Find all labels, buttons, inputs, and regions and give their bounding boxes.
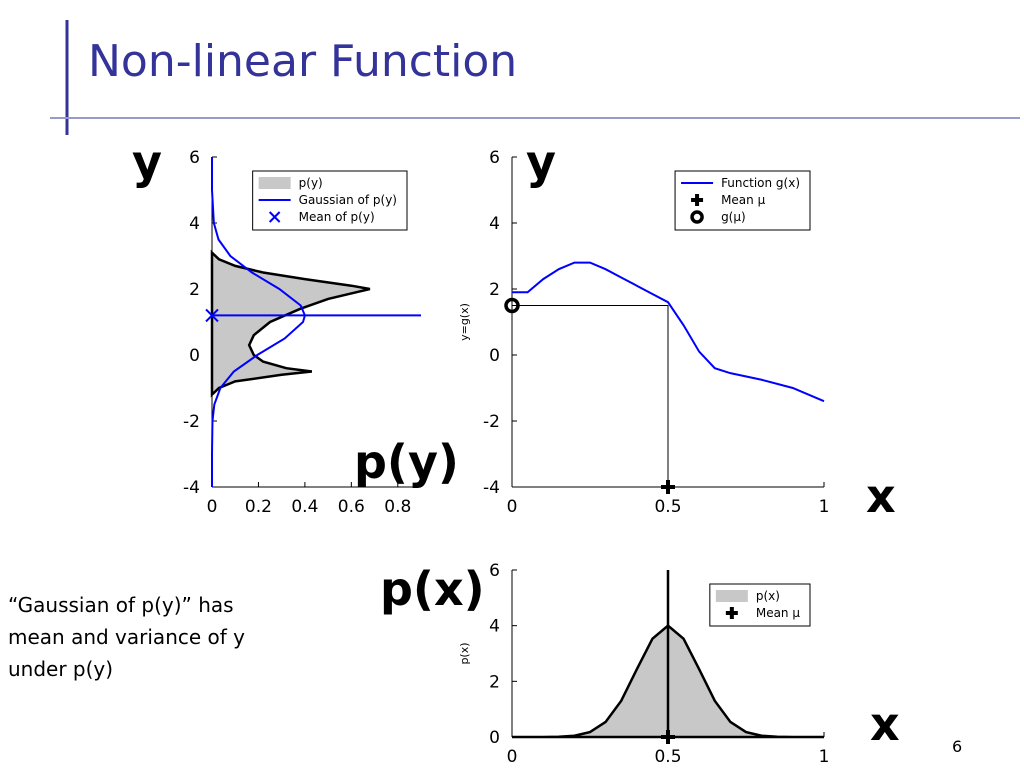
note-line: mean and variance of y xyxy=(8,625,245,649)
y-tick-label: 4 xyxy=(189,214,200,234)
x-tick-label: 0 xyxy=(507,497,518,517)
x-tick-label: 0.5 xyxy=(654,747,681,767)
axis-callout: x xyxy=(870,697,900,751)
x-tick-label: 0.2 xyxy=(245,497,272,517)
axis-callout: y xyxy=(132,135,162,189)
note-line: “Gaussian of p(y)” has xyxy=(8,593,234,617)
slide-title: Non-linear Function xyxy=(88,36,517,87)
y-tick-label: 6 xyxy=(489,148,500,168)
x-tick-label: 0.8 xyxy=(384,497,411,517)
chart: -4 -2 0 2 4 6 0 0.2 0.4 0.6 0.8 p(y) Gaussian of p(y… xyxy=(183,148,421,517)
y-tick-label: 0 xyxy=(489,346,500,366)
y-tick-label: 4 xyxy=(489,617,500,637)
y-axis-label: p(x) xyxy=(458,642,471,664)
legend-swatch xyxy=(268,211,281,223)
legend-label: Gaussian of p(y) xyxy=(299,193,397,207)
legend-label: p(y) xyxy=(299,176,323,190)
x-tick-label: 0 xyxy=(207,497,218,517)
legend-label: Mean of p(y) xyxy=(299,210,375,224)
y-tick-label: -2 xyxy=(183,412,200,432)
legend-label: g(μ) xyxy=(721,210,746,224)
density-area xyxy=(210,249,371,398)
y-tick-label: 4 xyxy=(489,214,500,234)
point-marker xyxy=(504,297,520,314)
y-tick-label: 0 xyxy=(189,346,200,366)
axis-callout: y xyxy=(526,135,556,189)
x-tick-label: 0.6 xyxy=(338,497,365,517)
y-tick-label: 6 xyxy=(489,561,500,581)
y-tick-label: 0 xyxy=(489,728,500,748)
legend-swatch xyxy=(258,177,291,189)
legend-swatch xyxy=(715,590,748,602)
chart: -4 -2 0 2 4 6 0 0.5 1 y=g(x) Function g(x) Mean μ g(… xyxy=(458,148,829,517)
y-tick-label: 2 xyxy=(489,280,500,300)
x-tick-label: 1 xyxy=(819,497,830,517)
axis-callout: x xyxy=(866,469,896,523)
x-tick-label: 0.5 xyxy=(654,497,681,517)
page-number: 6 xyxy=(952,737,962,756)
point-marker xyxy=(205,308,219,323)
y-tick-label: 2 xyxy=(489,672,500,692)
axis-callout: p(y) xyxy=(354,435,459,489)
x-tick-label: 0 xyxy=(507,747,518,767)
y-axis-label: y=g(x) xyxy=(458,303,471,341)
legend-swatch xyxy=(690,210,704,224)
legend-label: Mean μ xyxy=(756,606,801,620)
curve xyxy=(211,157,306,487)
curve xyxy=(512,261,825,403)
legend: Function g(x) Mean μ g(μ) xyxy=(674,170,811,231)
projection-line xyxy=(512,305,669,487)
legend-label: p(x) xyxy=(756,589,780,603)
y-tick-label: -4 xyxy=(483,478,500,498)
legend: p(x) Mean μ xyxy=(709,583,811,627)
x-tick-label: 1 xyxy=(819,747,830,767)
y-tick-label: 2 xyxy=(189,280,200,300)
y-tick-label: 6 xyxy=(189,148,200,168)
legend-label: Function g(x) xyxy=(721,176,800,190)
chart: 0 2 4 6 0 0.5 1 p(x) p(x) Mean μ xyxy=(458,561,829,767)
y-tick-label: -2 xyxy=(483,412,500,432)
axis-callout: p(x) xyxy=(380,562,485,616)
legend-label: Mean μ xyxy=(721,193,766,207)
y-tick-label: -4 xyxy=(183,478,200,498)
legend: p(y) Gaussian of p(y) Mean of p(y) xyxy=(252,170,408,231)
note-line: under p(y) xyxy=(8,657,113,681)
x-tick-label: 0.4 xyxy=(291,497,318,517)
